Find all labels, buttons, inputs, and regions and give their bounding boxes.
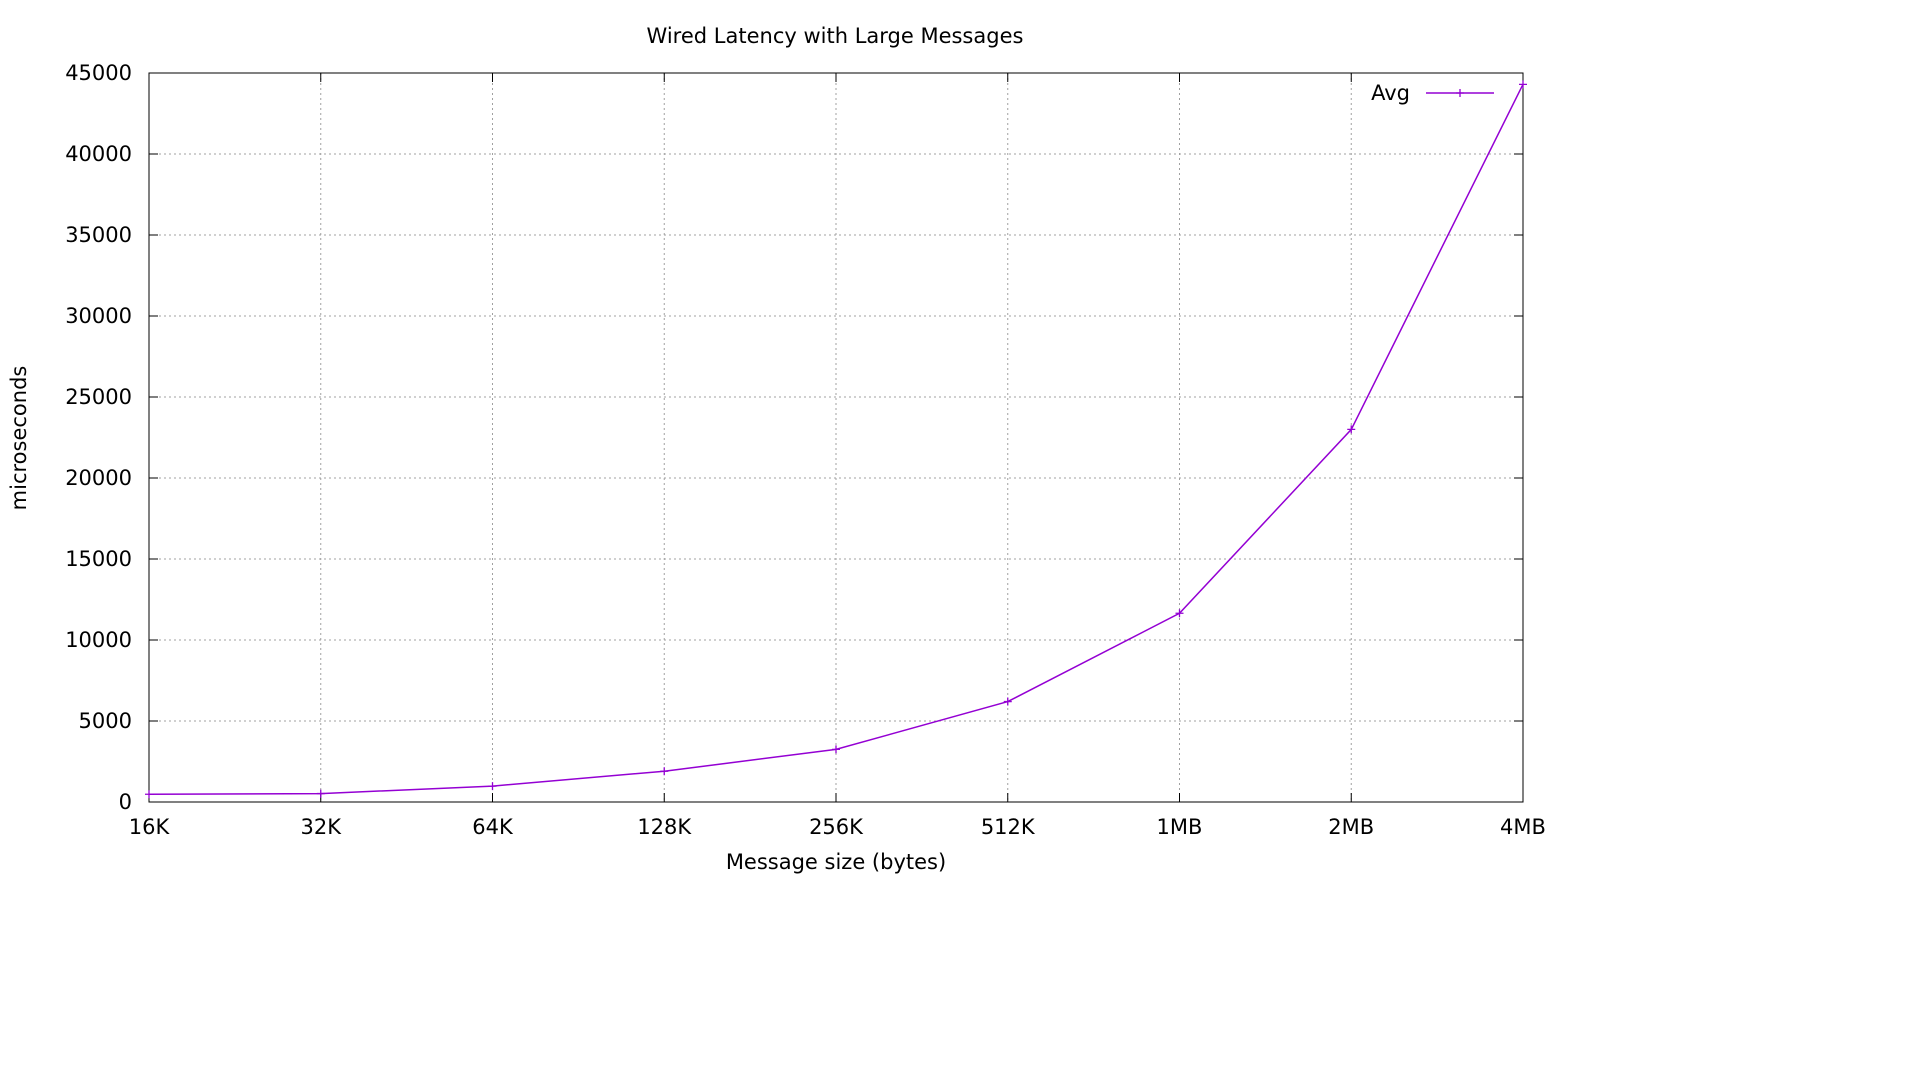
x-tick-label: 2MB xyxy=(1328,815,1374,839)
x-tick-label: 512K xyxy=(981,815,1036,839)
y-tick-label: 5000 xyxy=(79,709,132,733)
y-tick-label: 35000 xyxy=(65,223,132,247)
ticks: 0 5000 10000 15000 20000 25000 30000 35000 40000… xyxy=(65,61,1546,839)
data-point-marker xyxy=(1347,425,1356,434)
x-tick-label: 4MB xyxy=(1500,815,1546,839)
y-tick-label: 45000 xyxy=(65,61,132,85)
x-tick-label: 1MB xyxy=(1157,815,1203,839)
chart-background xyxy=(0,0,1568,880)
y-tick-label: 30000 xyxy=(65,304,132,328)
data-point-marker xyxy=(1519,80,1527,89)
series xyxy=(145,80,1527,799)
y-tick-label: 10000 xyxy=(65,628,132,652)
data-point-marker xyxy=(832,745,840,754)
y-tick-label: 25000 xyxy=(65,385,132,409)
data-point-marker xyxy=(1003,697,1012,706)
x-tick-label: 32K xyxy=(301,815,343,839)
data-point-marker xyxy=(316,789,325,798)
data-point-marker xyxy=(1175,609,1184,618)
y-tick-label: 40000 xyxy=(65,142,132,166)
y-axis-title: microseconds xyxy=(7,366,31,511)
x-tick-label: 64K xyxy=(472,815,514,839)
x-tick-label: 16K xyxy=(129,815,171,839)
y-tick-label: 20000 xyxy=(65,466,132,490)
x-tick-label: 128K xyxy=(637,815,692,839)
legend-label-avg: Avg xyxy=(1371,81,1410,105)
chart-title: Wired Latency with Large Messages xyxy=(647,24,1024,48)
data-point-marker xyxy=(488,782,497,791)
grid xyxy=(149,73,1523,802)
data-point-marker xyxy=(660,767,669,776)
y-tick-label: 15000 xyxy=(65,547,132,571)
x-axis-title: Message size (bytes) xyxy=(726,850,946,874)
legend-marker-avg xyxy=(1456,89,1464,97)
data-point-marker xyxy=(145,790,153,799)
chart: 0 5000 10000 15000 20000 25000 30000 35000 40000… xyxy=(0,0,1568,880)
x-tick-label: 256K xyxy=(809,815,864,839)
legend: Avg xyxy=(1371,81,1494,105)
y-tick-label: 0 xyxy=(119,790,132,814)
